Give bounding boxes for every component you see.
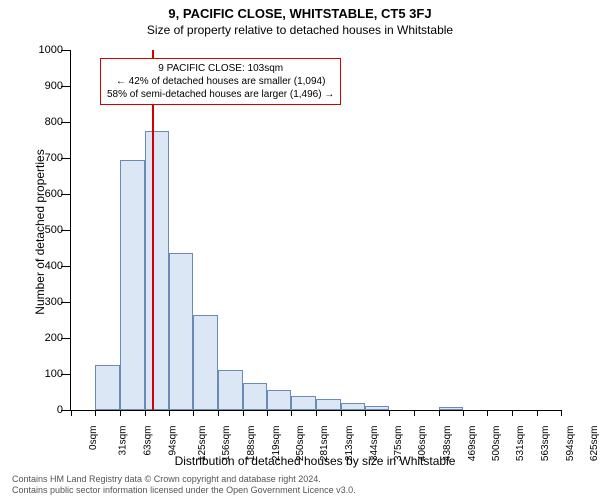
annotation-line: ← 42% of detached houses are smaller (1,…: [107, 75, 334, 88]
x-tick: [341, 410, 342, 416]
y-tick-label: 0: [57, 404, 63, 416]
x-tick-label: 94sqm: [167, 426, 178, 456]
histogram-bar: [169, 253, 193, 410]
x-tick: [537, 410, 538, 416]
x-tick: [95, 410, 96, 416]
histogram-bar: [120, 160, 144, 410]
histogram-bar: [243, 383, 267, 410]
x-tick: [169, 410, 170, 416]
x-tick: [389, 410, 390, 416]
x-tick-label: 31sqm: [118, 426, 129, 456]
x-tick: [267, 410, 268, 416]
x-tick: [193, 410, 194, 416]
x-tick: [120, 410, 121, 416]
x-tick: [561, 410, 562, 416]
x-tick-label: 625sqm: [589, 426, 600, 462]
copyright-line1: Contains HM Land Registry data © Crown c…: [12, 474, 356, 485]
x-tick: [463, 410, 464, 416]
x-axis-label: Distribution of detached houses by size …: [70, 454, 560, 468]
annotation-line: 58% of semi-detached houses are larger (…: [107, 88, 334, 101]
histogram-bar: [95, 365, 119, 410]
histogram-bar: [218, 370, 242, 410]
x-tick: [512, 410, 513, 416]
y-tick-label: 300: [45, 296, 63, 308]
page-title: 9, PACIFIC CLOSE, WHITSTABLE, CT5 3FJ: [0, 0, 600, 21]
y-tick-label: 1000: [39, 44, 63, 56]
histogram-bar: [365, 406, 389, 410]
y-tick-label: 600: [45, 188, 63, 200]
x-tick: [414, 410, 415, 416]
x-tick-label: 0sqm: [88, 426, 99, 450]
annotation-line: 9 PACIFIC CLOSE: 103sqm: [107, 62, 334, 75]
histogram-bar: [193, 315, 217, 410]
y-axis-label: Number of detached properties: [33, 107, 47, 357]
x-tick-label: 63sqm: [143, 426, 154, 456]
subtitle: Size of property relative to detached ho…: [0, 21, 600, 37]
y-tick-label: 700: [45, 152, 63, 164]
x-tick: [291, 410, 292, 416]
x-tick: [243, 410, 244, 416]
x-tick: [365, 410, 366, 416]
histogram-bar: [341, 403, 365, 410]
y-tick-label: 900: [45, 80, 63, 92]
x-tick-label: 594sqm: [565, 426, 576, 462]
histogram-bar: [439, 407, 463, 410]
histogram-bar: [145, 131, 169, 410]
y-tick-label: 500: [45, 224, 63, 236]
copyright-line2: Contains public sector information licen…: [12, 485, 356, 496]
y-tick-label: 200: [45, 332, 63, 344]
histogram-bar: [291, 396, 315, 410]
histogram-bar: [267, 390, 291, 410]
x-tick: [145, 410, 146, 416]
y-tick-label: 400: [45, 260, 63, 272]
annotation-box: 9 PACIFIC CLOSE: 103sqm← 42% of detached…: [100, 58, 341, 105]
x-tick: [218, 410, 219, 416]
histogram-bar: [316, 399, 340, 410]
copyright: Contains HM Land Registry data © Crown c…: [12, 474, 356, 496]
y-tick-label: 800: [45, 116, 63, 128]
x-tick: [439, 410, 440, 416]
x-tick: [316, 410, 317, 416]
x-tick: [487, 410, 488, 416]
y-tick-label: 100: [45, 368, 63, 380]
chart: 010020030040050060070080090010000sqm31sq…: [70, 50, 560, 410]
x-tick: [71, 410, 72, 416]
